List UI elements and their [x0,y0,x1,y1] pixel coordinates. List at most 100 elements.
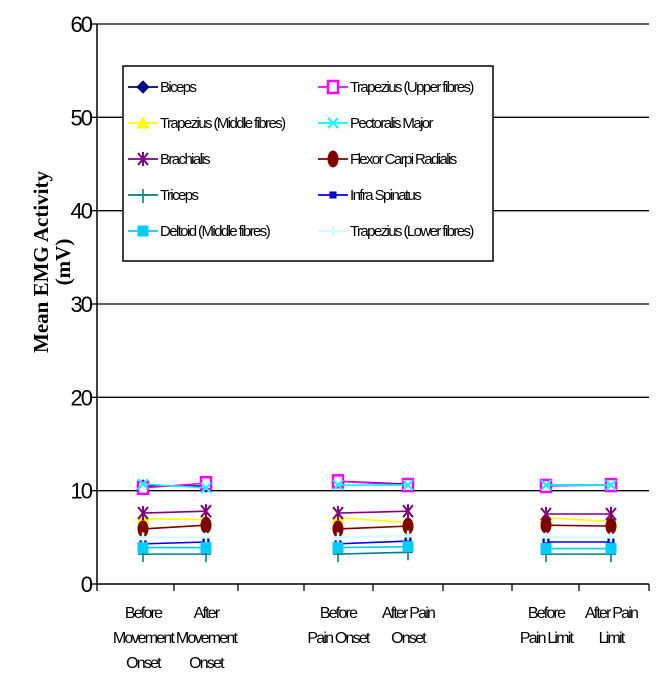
series-line-segment [337,540,409,545]
data-point [402,504,414,519]
series-line-segment [142,517,207,521]
data-point [137,542,149,554]
y-tick-label: 10 [71,479,93,504]
x-category-label-line: Limit [599,630,626,647]
legend-swatch-marker [136,115,150,129]
series-line-segment [337,525,409,530]
series-line-segment [142,510,207,514]
legend-item: Trapezius (Middle fibres) [128,115,288,132]
series-line-segment [142,524,207,530]
data-point [200,482,212,494]
series-deltoid-middle-fibres [137,541,617,555]
x-category-label: Before Movement Onset [113,605,176,672]
series-line-segment [142,541,207,545]
data-point [332,479,344,491]
data-point [332,506,344,521]
legend-swatch-marker [326,79,340,95]
data-point [605,517,617,535]
legend-item: Biceps [128,79,198,96]
legend-swatch-marker [136,80,150,94]
y-tick-label: 30 [71,292,93,317]
x-category-label-line: Onset [126,655,162,672]
data-point [606,532,616,543]
series-line-segment [337,534,409,539]
x-category-label-line: Pain Limit [520,630,575,647]
legend-box [122,65,494,262]
y-axis-title-line: Mean EMG Activity [29,171,53,353]
legend: Biceps Trapezius (Upper fibres) Trapezius … [122,65,494,262]
legend-label: Deltoid (Middle fibres) [160,223,271,240]
legend-item: Trapezius (Upper fibres) [318,79,476,96]
x-category-label: Before Pain Onset [307,605,371,647]
series-line-segment [337,551,409,555]
legend-swatch-marker [328,226,338,236]
data-point [540,516,552,534]
data-point [332,542,344,554]
legend-item: Deltoid (Middle fibres) [128,223,272,240]
x-category-label: After Pain Limit [585,605,638,647]
x-category-label-line: After [194,605,221,622]
x-category-label: After Movement Onset [176,605,239,672]
data-point [605,479,617,491]
data-point [137,478,149,490]
x-category-label: Before Pain Limit [520,605,575,647]
data-point [201,532,211,543]
x-category-label-line: Before [125,605,163,622]
x-category-label-line: Before [320,605,358,622]
x-category-label-line: Onset [189,655,225,672]
y-tick-label: 60 [71,12,93,37]
y-axis-title-line: (mV) [51,239,75,286]
data-point [541,532,551,543]
x-category-label-line: Before [528,605,566,622]
series-trapezius-lower-fibres [138,530,616,543]
legend-label: Infra Spinatus [350,187,421,204]
legend-label: Biceps [160,79,197,96]
legend-swatch-marker [137,225,149,237]
legend-swatch-marker [137,152,149,166]
x-category-label-line: Movement [113,630,176,647]
y-tick-label: 50 [71,105,93,130]
data-point [402,541,414,553]
data-point [540,543,552,555]
legend-label: Trapezius (Lower fibres) [350,223,474,240]
y-axis-label: Mean EMG Activity(mV) [29,171,75,353]
x-category-label-line: Pain Onset [307,630,371,647]
series-line-segment [545,524,612,527]
legend-item: Infra Spinatus [318,187,423,204]
data-point [403,530,413,541]
legend-label: Trapezius (Upper fibres) [350,79,474,96]
x-category-label-line: Onset [391,630,427,647]
y-tick-labels: 0 10 20 30 40 50 60 [71,12,95,597]
series-line-segment [337,510,409,514]
x-category-label-line: Movement [176,630,239,647]
y-tick-label: 0 [81,572,93,597]
x-category-label-line: After Pain [585,605,638,622]
data-series [136,474,618,563]
legend-swatch-marker [327,150,339,168]
series-line-segment [337,516,409,524]
data-point [137,506,149,521]
axes [90,23,650,591]
x-category-label: After Pain Onset [382,605,435,647]
legend-item: Pectoralis Major [318,115,435,132]
y-axis-title: Mean EMG Activity(mV) [29,171,75,353]
data-point [200,504,212,519]
legend-label: Triceps [160,187,199,204]
series-pectoralis-major [137,478,617,494]
x-category-label-line: After Pain [382,605,435,622]
legend-label: Flexor Carpi Radialis [350,151,457,168]
series-line-segment [545,516,612,523]
data-point [333,532,343,543]
data-point [540,479,552,491]
legend-label: Pectoralis Major [350,115,434,132]
legend-label: Trapezius (Middle fibres) [160,115,286,132]
legend-item: Flexor Carpi Radialis [318,150,458,168]
series-line-segment [142,483,207,489]
legend-swatch-marker [329,191,337,199]
data-point [138,532,148,543]
legend-item: Triceps [128,187,200,204]
legend-label: Brachialis [160,151,210,168]
series-line-segment [337,545,409,549]
